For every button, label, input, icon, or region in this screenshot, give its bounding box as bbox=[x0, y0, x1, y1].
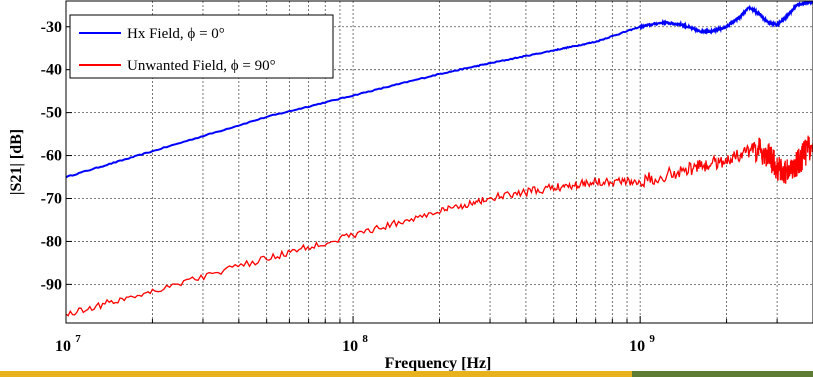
x-tick-exponent: 8 bbox=[362, 333, 368, 345]
y-tick-label: -30 bbox=[41, 19, 62, 36]
legend: Hx Field, ϕ = 0° Unwanted Field, ϕ = 90° bbox=[69, 14, 334, 79]
y-tick-label: -90 bbox=[41, 276, 62, 293]
y-tick-label: -70 bbox=[41, 190, 62, 207]
series-line-0 bbox=[66, 1, 813, 179]
y-tick-label: -80 bbox=[41, 233, 62, 250]
series-line-1 bbox=[66, 135, 813, 317]
series-lines bbox=[66, 1, 813, 317]
y-axis-label: |S21| [dB] bbox=[8, 129, 25, 195]
x-tick-exponent: 9 bbox=[649, 333, 655, 345]
y-axis-ticks: -30 -40 -50 -60 -70 -80 -90 bbox=[41, 19, 62, 294]
footer-bar-gold bbox=[0, 371, 632, 377]
footer-bar-green bbox=[632, 371, 813, 377]
x-tick-label: 10 bbox=[342, 338, 358, 355]
legend-box bbox=[69, 14, 334, 79]
x-tick-exponent: 7 bbox=[75, 333, 81, 345]
legend-label-unwanted-field: Unwanted Field, ϕ = 90° bbox=[127, 58, 276, 74]
y-tick-label: -40 bbox=[41, 62, 62, 79]
x-tick-label: 10 bbox=[55, 338, 71, 355]
x-tick-label: 10 bbox=[629, 338, 645, 355]
x-axis-label: Frequency [Hz] bbox=[385, 355, 492, 372]
x-axis-ticks: 10 7 10 8 10 9 bbox=[55, 333, 655, 355]
y-tick-label: -50 bbox=[41, 105, 62, 122]
grid bbox=[65, 1, 813, 323]
legend-label-hx-field: Hx Field, ϕ = 0° bbox=[127, 26, 225, 42]
plot-frame bbox=[65, 0, 813, 324]
y-tick-label: -60 bbox=[41, 148, 62, 165]
